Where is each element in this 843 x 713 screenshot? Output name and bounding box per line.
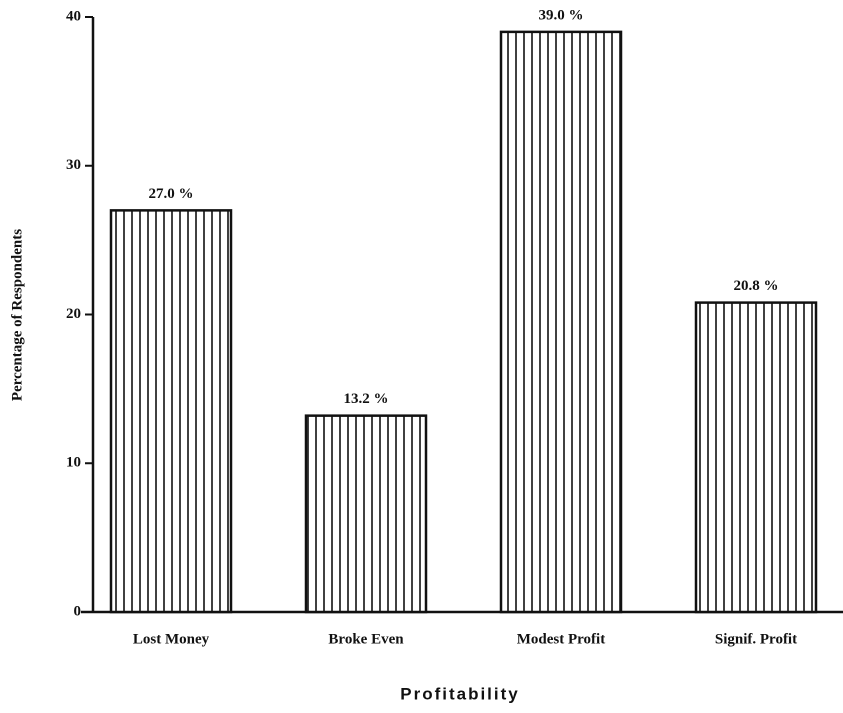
x-tick-label: Broke Even [328, 631, 404, 647]
bar [304, 414, 428, 614]
y-tick-label: 30 [66, 157, 81, 173]
value-label: 20.8 % [734, 278, 779, 294]
y-axis-label: Percentage of Respondents [9, 229, 25, 401]
value-label: 13.2 % [344, 391, 389, 407]
value-label: 39.0 % [539, 7, 584, 23]
bar [694, 301, 818, 614]
bar [109, 209, 233, 614]
y-tick-label: 20 [66, 306, 81, 322]
x-tick-label: Modest Profit [517, 631, 605, 647]
y-tick-label: 10 [66, 455, 81, 471]
value-label: 27.0 % [149, 186, 194, 202]
y-tick-label: 0 [74, 603, 82, 619]
bar [499, 30, 623, 614]
y-tick-label: 40 [66, 8, 81, 24]
x-tick-label: Lost Money [133, 631, 210, 647]
x-axis-label: Profitability [400, 684, 520, 703]
x-tick-label: Signif. Profit [715, 631, 797, 647]
